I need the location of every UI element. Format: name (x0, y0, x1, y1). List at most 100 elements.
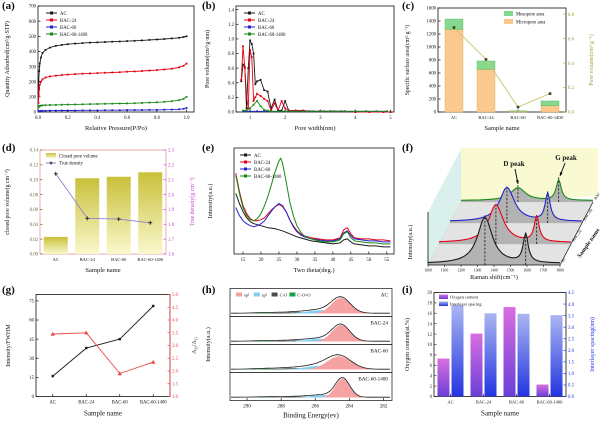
svg-text:55: 55 (384, 258, 389, 263)
svg-text:C-O: C-O (280, 293, 288, 298)
svg-text:10: 10 (427, 343, 432, 348)
svg-text:AC: AC (49, 401, 56, 406)
svg-text:BAC-24: BAC-24 (80, 257, 96, 262)
svg-text:25: 25 (277, 258, 282, 263)
adsorption-isotherm-chart: 0 100 200 300 400 500 600 700 0.0 0.2 0.4 0.6 0.8 1.0… (4, 5, 195, 132)
svg-text:Sample name: Sample name (84, 410, 122, 418)
svg-text:Quantity Adsorbed(cm³/g·STP): Quantity Adsorbed(cm³/g·STP) (4, 21, 11, 97)
panel-a: (a) 0 100 200 300 400 500 600 700 0.0 0.2 0.4 0.6 0.… (0, 0, 200, 142)
svg-text:0.8: 0.8 (568, 13, 575, 18)
svg-text:1400: 1400 (490, 269, 498, 273)
svg-text:1.6: 1.6 (168, 253, 175, 258)
svg-text:BAC-60-1400: BAC-60-1400 (60, 33, 88, 38)
svg-text:Interlayer spacing(nm): Interlayer spacing(nm) (589, 317, 596, 372)
svg-text:3.5: 3.5 (568, 314, 575, 319)
svg-text:2.0: 2.0 (168, 193, 175, 198)
panel-e: (e) 15 20 25 30 35 40 45 50 55 Intensity(a.u.) Two… (200, 142, 400, 284)
svg-text:BAC-60: BAC-60 (510, 115, 526, 120)
svg-text:Intensity(a.u.): Intensity(a.u.) (205, 327, 212, 362)
svg-text:Micropore area: Micropore area (516, 21, 546, 26)
svg-text:1800: 1800 (556, 269, 564, 273)
panel-d-letter: (d) (2, 142, 16, 154)
svg-text:2.3: 2.3 (168, 149, 175, 154)
svg-text:sp²: sp² (244, 293, 250, 298)
svg-text:BAC-60: BAC-60 (60, 26, 77, 31)
svg-text:sp³: sp³ (262, 293, 268, 298)
svg-text:Pore volume(cm³ g⁻¹): Pore volume(cm³ g⁻¹) (588, 34, 595, 85)
svg-text:0.00: 0.00 (30, 253, 39, 258)
svg-text:1100: 1100 (441, 269, 449, 273)
panel-d: (d) 0.00 0.02 0.04 0.06 0.08 0.10 0.12 0.14 1.6 1… (0, 142, 200, 284)
panel-h-letter: (h) (202, 284, 216, 296)
svg-text:BAC-60: BAC-60 (509, 400, 525, 405)
svg-text:G peak: G peak (555, 154, 577, 162)
svg-text:AC: AC (560, 256, 567, 264)
panel-a-letter: (a) (2, 0, 15, 12)
svg-text:Interlayer spacing: Interlayer spacing (450, 302, 482, 307)
svg-text:1.0: 1.0 (184, 116, 191, 121)
svg-text:75: 75 (29, 300, 34, 305)
panel-e-letter: (e) (202, 142, 215, 154)
svg-text:Mesopore area: Mesopore area (516, 13, 545, 18)
svg-text:2.0: 2.0 (568, 349, 575, 354)
svg-text:1300: 1300 (474, 269, 482, 273)
svg-text:BAC-24: BAC-24 (478, 115, 494, 120)
svg-text:0.2: 0.2 (228, 96, 235, 101)
svg-text:True density(g cm⁻³): True density(g cm⁻³) (189, 177, 196, 226)
svg-text:0.4: 0.4 (568, 62, 575, 67)
svg-text:4.0: 4.0 (568, 303, 575, 308)
svg-text:AD​/AG​: AD​/AG​ (191, 336, 198, 354)
svg-text:BAC-60-1400: BAC-60-1400 (137, 257, 163, 262)
xrd-pattern-chart: 15 20 25 30 35 40 45 50 55 Intensity(a.u.) Two the… (207, 147, 395, 274)
svg-text:3.0: 3.0 (172, 344, 179, 349)
svg-text:BAC-24: BAC-24 (60, 19, 77, 24)
svg-text:0.0: 0.0 (35, 116, 42, 121)
svg-text:closed pore volume(g cm⁻³): closed pore volume(g cm⁻³) (4, 169, 11, 235)
svg-text:Intensity(a.u.): Intensity(a.u.) (207, 184, 214, 219)
svg-text:12: 12 (427, 333, 432, 338)
svg-text:0.08: 0.08 (30, 193, 39, 198)
svg-text:50: 50 (366, 258, 371, 263)
panel-h: (h) AC BAC-24 BAC-60 BAC-60-1400 sp² sp³ C-O C-… (200, 284, 400, 427)
svg-text:Raman shift(cm⁻¹): Raman shift(cm⁻¹) (470, 274, 518, 281)
svg-text:4.0: 4.0 (172, 319, 179, 324)
svg-text:0.0: 0.0 (568, 111, 575, 116)
svg-text:1000: 1000 (426, 46, 436, 51)
svg-text:Sample name: Sample name (481, 410, 519, 418)
svg-text:AC: AC (258, 12, 265, 17)
panel-g-letter: (g) (2, 284, 15, 296)
svg-text:500: 500 (29, 35, 37, 40)
svg-text:1.5: 1.5 (568, 361, 575, 366)
panel-b-letter: (b) (202, 0, 216, 12)
svg-text:AC: AC (447, 400, 453, 405)
svg-text:0.8: 0.8 (228, 52, 235, 57)
svg-text:0: 0 (434, 111, 437, 116)
svg-text:Sample name: Sample name (484, 125, 519, 132)
svg-text:3.5: 3.5 (172, 331, 179, 336)
panel-i-letter: (i) (402, 284, 413, 296)
svg-text:Intensity(a.u.): Intensity(a.u.) (407, 225, 414, 260)
svg-text:Pore volume(cm³/g·nm): Pore volume(cm³/g·nm) (204, 30, 211, 88)
svg-text:BAC-60: BAC-60 (258, 26, 275, 31)
svg-text:Oxygen content(at.%): Oxygen content(at.%) (404, 318, 411, 371)
svg-text:2.0: 2.0 (172, 370, 179, 375)
svg-text:15: 15 (29, 376, 34, 381)
svg-text:BAC-60: BAC-60 (582, 208, 594, 222)
svg-text:C-O=O: C-O=O (297, 293, 310, 298)
pore-size-distribution-chart: 0.0 0.2 0.4 0.6 0.8 1.0 1.2 1.4 1 2 3 4 5 Pore volume… (204, 5, 395, 132)
svg-text:1000: 1000 (424, 269, 432, 273)
svg-text:290: 290 (243, 405, 251, 410)
svg-text:20: 20 (259, 258, 264, 263)
svg-text:0.5: 0.5 (568, 384, 575, 389)
svg-text:0.8: 0.8 (154, 116, 161, 121)
panel-c-letter: (c) (402, 0, 415, 12)
svg-text:3.0: 3.0 (568, 326, 575, 331)
svg-text:1.0: 1.0 (172, 395, 179, 400)
svg-text:0.4: 0.4 (94, 116, 101, 121)
svg-text:284: 284 (346, 405, 354, 410)
svg-text:1.0: 1.0 (568, 372, 575, 377)
svg-text:60: 60 (29, 319, 34, 324)
svg-text:0.4: 0.4 (228, 81, 235, 86)
svg-text:0.2: 0.2 (568, 86, 575, 91)
